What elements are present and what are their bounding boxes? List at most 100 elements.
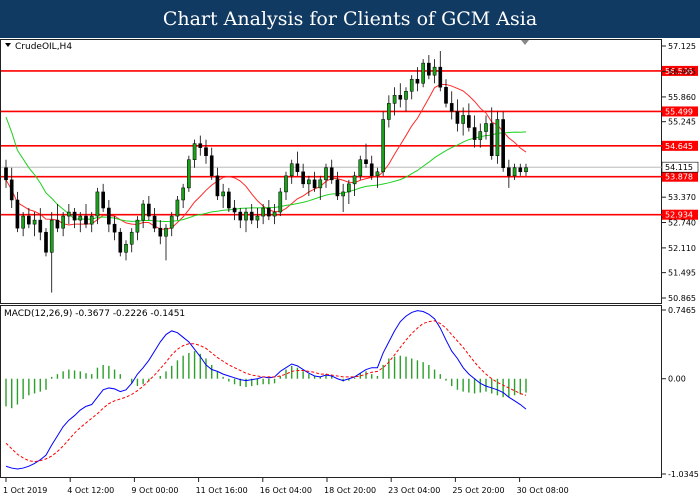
level-label: 54.645: [665, 142, 693, 151]
candle-up: [484, 123, 488, 132]
candle-down: [107, 207, 111, 225]
level-label-box: [662, 65, 698, 76]
x-tick-label: 11 Oct 16:00: [196, 486, 248, 495]
candle-down: [449, 103, 454, 112]
candle-down: [72, 211, 77, 221]
current-price-box: [661, 161, 699, 173]
candle-down: [112, 223, 117, 233]
macd-tick-label: 0.00: [668, 375, 686, 384]
price-tick-label: 52.110: [668, 244, 696, 253]
macd-line: [5, 310, 527, 470]
price-tick-label: 51.495: [668, 269, 696, 278]
candle-up: [352, 175, 357, 185]
candle-down: [84, 215, 88, 225]
current-price-label: 54.115: [665, 163, 693, 172]
candle-down: [444, 87, 448, 104]
candle-up: [421, 62, 425, 84]
candle-down: [472, 127, 477, 140]
candle-down: [198, 143, 203, 148]
candle-up: [432, 66, 437, 76]
candle-up: [169, 215, 174, 229]
x-tick-label: 25 Oct 20:00: [452, 486, 504, 495]
candle-up: [409, 78, 414, 92]
candle-up: [387, 103, 391, 120]
candle-down: [232, 207, 237, 213]
candle-up: [404, 91, 408, 100]
candle-up: [392, 95, 397, 104]
candle-up: [478, 131, 483, 140]
candle-up: [124, 244, 128, 253]
candle-up: [187, 159, 191, 189]
candle-up: [244, 211, 248, 221]
candle-down: [15, 199, 20, 229]
candle-up: [21, 215, 25, 229]
candle-down: [398, 95, 403, 100]
candle-down: [467, 115, 471, 128]
signal-line: [5, 320, 527, 463]
level-label-box: [662, 171, 698, 182]
candle-down: [295, 163, 300, 173]
price-tick-label: 55.860: [668, 93, 696, 102]
candle-up: [221, 191, 225, 197]
page-title: Chart Analysis for Clients of GCM Asia: [0, 0, 700, 38]
candle-down: [507, 167, 511, 177]
candle-up: [129, 231, 134, 245]
candle-up: [164, 227, 168, 237]
instrument-label: CrudeOIL,H4: [15, 42, 72, 52]
level-label: 52.934: [665, 211, 693, 220]
level-label-box: [662, 140, 698, 151]
macd-tick-label: -1.0345: [668, 470, 699, 479]
candle-up: [307, 179, 311, 185]
candle-up: [135, 219, 140, 233]
macd-panel: [0, 305, 662, 478]
candle-up: [461, 115, 465, 124]
candle-down: [209, 155, 214, 177]
candle-up: [358, 159, 363, 177]
candle-down: [329, 167, 334, 181]
chart-frame: CrudeOIL,H4 MACD(12,26,9) -0.3677 -0.222…: [0, 38, 700, 500]
candle-up: [78, 215, 83, 221]
level-label: 53.878: [665, 173, 693, 182]
candle-down: [55, 219, 60, 229]
candle-down: [489, 123, 494, 156]
x-tick-label: 16 Oct 04:00: [260, 486, 312, 495]
candle-down: [44, 231, 48, 253]
price-tick-label: 56.495: [668, 67, 696, 76]
candle-up: [278, 191, 283, 213]
candle-down: [158, 227, 163, 237]
candle-down: [267, 207, 271, 217]
candle-down: [427, 62, 431, 76]
price-tick-label: 55.245: [668, 118, 696, 127]
candle-up: [255, 215, 260, 221]
level-label-box: [662, 106, 698, 117]
collapse-triangle-icon[interactable]: [521, 40, 529, 45]
candle-down: [438, 66, 443, 88]
candle-down: [455, 111, 460, 124]
candle-up: [181, 187, 185, 201]
candle-down: [204, 147, 208, 156]
level-label: 55.499: [665, 107, 693, 116]
candle-down: [101, 191, 105, 209]
candle-up: [141, 203, 145, 221]
candle-up: [284, 175, 288, 193]
candle-up: [49, 219, 54, 253]
candle-down: [215, 175, 220, 197]
candle-down: [249, 211, 254, 221]
candle-down: [147, 203, 151, 217]
chart-svg[interactable]: CrudeOIL,H4 MACD(12,26,9) -0.3677 -0.222…: [0, 38, 700, 500]
x-tick-label: 23 Oct 04:00: [388, 486, 440, 495]
candle-up: [175, 199, 180, 217]
candle-up: [318, 179, 323, 189]
candle-up: [341, 191, 345, 197]
dropdown-triangle-icon[interactable]: [5, 43, 11, 47]
candle-up: [375, 171, 380, 177]
candle-up: [495, 119, 500, 156]
candle-down: [152, 215, 157, 229]
price-panel: [0, 39, 662, 304]
candle-down: [364, 159, 368, 164]
x-tick-label: 1 Oct 2019: [3, 486, 47, 495]
candle-up: [289, 163, 294, 177]
price-tick-label: 53.370: [668, 193, 696, 202]
x-tick-label: 18 Oct 20:00: [324, 486, 376, 495]
candle-up: [32, 219, 37, 225]
